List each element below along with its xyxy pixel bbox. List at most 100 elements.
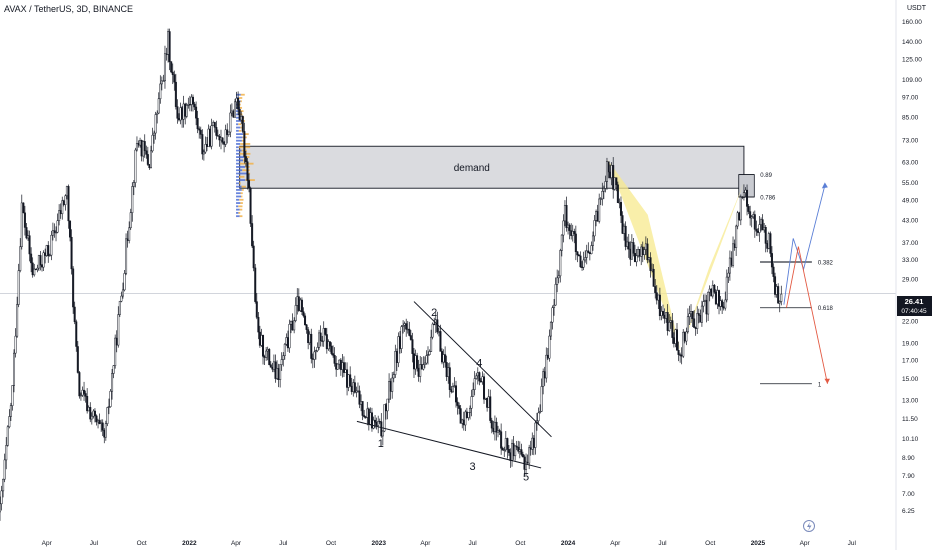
- candle-body: [50, 234, 53, 256]
- candle-body: [344, 369, 347, 373]
- candle-body: [604, 181, 607, 189]
- candle-body: [562, 220, 565, 236]
- candle-body: [465, 411, 468, 418]
- candle-body: [587, 250, 590, 253]
- candle-body: [493, 421, 496, 432]
- candle-body: [557, 275, 560, 279]
- candle-body: [230, 110, 233, 114]
- volume-bar: [236, 198, 240, 201]
- price-axis[interactable]: 160.00 140.00 125.00 109.00 97.00 85.00 73.00 6…: [895, 0, 922, 550]
- candle-body: [165, 53, 168, 55]
- candle-body: [111, 373, 114, 392]
- volume-bar: [240, 100, 242, 103]
- candle-body: [644, 243, 647, 250]
- time-axis[interactable]: Apr Jul Oct 2022 Apr Jul Oct 2023 Apr Jul Oct 2024 A…: [42, 540, 857, 547]
- candle-body: [274, 361, 277, 379]
- candle-body: [347, 374, 350, 388]
- y-tick-label: 19.00: [902, 340, 919, 347]
- x-tick-label: Apr: [610, 540, 621, 547]
- candle-body: [218, 135, 221, 141]
- candle-body: [44, 252, 47, 256]
- candle-body: [683, 331, 686, 342]
- x-tick-label: Apr: [420, 540, 431, 547]
- candle-body: [22, 202, 25, 214]
- candle-body: [495, 421, 498, 433]
- candle-body: [556, 277, 559, 285]
- candle-body: [319, 332, 322, 341]
- candle-body: [700, 305, 703, 323]
- candle-body: [361, 401, 364, 416]
- volume-bar: [236, 129, 239, 132]
- candle-body: [633, 253, 636, 263]
- candle-body: [305, 324, 308, 330]
- candle-body: [41, 264, 44, 268]
- candle-body: [210, 125, 213, 147]
- volume-bar: [239, 110, 244, 113]
- candle-body: [170, 61, 173, 73]
- candle-body: [616, 184, 619, 203]
- volume-bar: [236, 156, 245, 158]
- candle-body: [142, 141, 145, 157]
- candle-body: [254, 267, 257, 302]
- candle-body: [75, 321, 78, 347]
- volume-bar: [239, 106, 243, 109]
- y-tick-label: 125.00: [902, 56, 922, 63]
- candle-body: [651, 268, 654, 271]
- x-tick-label: Jul: [658, 540, 667, 547]
- candle-body: [115, 337, 118, 346]
- candle-body: [62, 200, 65, 205]
- y-tick-label: 6.25: [902, 508, 915, 515]
- candle-body: [705, 299, 708, 315]
- candle-body: [328, 341, 331, 347]
- volume-bar: [236, 189, 242, 191]
- candle-body: [240, 116, 243, 121]
- volume-bar: [236, 166, 246, 168]
- candle-body: [243, 131, 246, 157]
- candle-body: [129, 212, 132, 229]
- candle-body: [238, 108, 241, 121]
- volume-bar: [236, 123, 239, 126]
- candle-body: [227, 131, 230, 135]
- candle-body: [417, 367, 420, 377]
- candle-body: [246, 161, 249, 181]
- candle-body: [177, 118, 180, 121]
- candle-body: [109, 390, 112, 407]
- candle-body: [694, 327, 697, 329]
- candle-body: [235, 97, 238, 103]
- candle-body: [304, 315, 307, 326]
- candle-body: [3, 459, 6, 480]
- fib-level-label: 0.618: [818, 306, 834, 312]
- candle-body: [184, 103, 187, 117]
- candle-body: [590, 245, 593, 255]
- candle-body: [202, 151, 205, 155]
- candle-body: [674, 329, 677, 344]
- volume-bar: [240, 202, 243, 204]
- candle-body: [581, 266, 584, 268]
- candle-body: [470, 396, 473, 409]
- lightning-icon[interactable]: [803, 520, 815, 532]
- x-tick-label: 2024: [561, 540, 576, 547]
- candle-body: [442, 354, 445, 363]
- volume-bar: [239, 175, 245, 178]
- candle-body: [671, 320, 674, 338]
- candle-body: [574, 233, 577, 253]
- fib-level-label: 0.786: [760, 196, 776, 202]
- candle-body: [609, 171, 612, 178]
- candle-body: [346, 369, 349, 388]
- candle-body: [473, 378, 476, 390]
- volume-bar: [236, 172, 248, 175]
- candle-body: [676, 329, 679, 351]
- candle-body: [190, 96, 193, 105]
- candle-body: [42, 252, 45, 268]
- candle-body: [596, 211, 599, 222]
- candle-body: [467, 412, 470, 418]
- volume-bar: [236, 146, 239, 149]
- candle-body: [663, 314, 666, 319]
- candle-body: [637, 249, 640, 257]
- candle-body: [333, 354, 336, 364]
- harmonic-triangle-right: [680, 182, 744, 352]
- candle-body: [285, 337, 288, 345]
- candle-body: [691, 311, 694, 320]
